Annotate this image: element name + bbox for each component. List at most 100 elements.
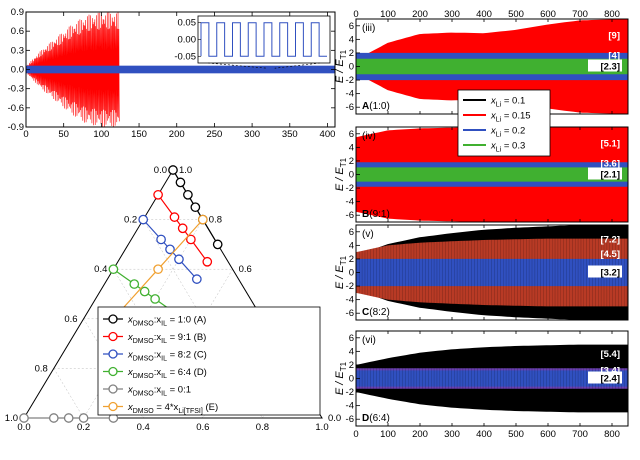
- series-marker-D: [139, 286, 150, 297]
- y-tick-label: 0: [349, 374, 354, 385]
- legend-label-x: x: [127, 402, 134, 413]
- panel-name-letter: A: [362, 101, 369, 112]
- legend-ternary: xDMSO:xIL = 1:0 (A)xDMSO:xIL = 9:1 (B)xD…: [97, 306, 321, 416]
- legend-label-sub: IL: [161, 338, 167, 345]
- y-axis-label-sub: T1: [339, 157, 348, 167]
- y-tick-label: 6: [349, 21, 354, 32]
- value-label: [5.4]: [600, 349, 620, 360]
- y-axis-label-sub: T1: [339, 255, 348, 265]
- legend-marker: [108, 401, 118, 412]
- y-axis-label-main: E / E: [334, 371, 346, 396]
- series-marker-A: [168, 165, 178, 175]
- value-label: [4]: [608, 51, 620, 62]
- y-tick-label: -2: [346, 75, 354, 86]
- y-axis-label: E / ET1: [334, 157, 348, 191]
- legend-label: xLi = 0.3: [490, 141, 525, 154]
- series-marker-IL: [63, 413, 74, 423]
- panel-label: (vi): [362, 335, 376, 346]
- y-tick-label: -2: [346, 387, 354, 398]
- bottom-x-tick-label: 300: [444, 429, 460, 440]
- panel-label: (iii): [362, 23, 375, 34]
- legend-label-x: x: [127, 350, 134, 361]
- y-tick-label: 0: [349, 268, 354, 279]
- y-tick-label: 2: [349, 254, 354, 265]
- bottom-x-tick-label: 600: [540, 429, 556, 440]
- legend-label-suffix: = 0.1: [501, 96, 525, 107]
- panel-C: 6 4 2 0 -2 -4 -6 E / ET1 (v) C(8:2) [7.2] [4.5] [3.2…: [334, 224, 629, 321]
- panel-B: 6 4 2 0 -2 -4 -6 E / ET1 (iv) B(9:1) [5.1] [3.6][2.…: [334, 126, 629, 223]
- series-marker-IL: [78, 413, 89, 423]
- series-marker-C: [191, 274, 202, 284]
- panel-name-ratio: (6:4): [369, 413, 390, 424]
- series-marker-A: [183, 189, 193, 200]
- legend-label-sub: DMSO: [133, 373, 155, 380]
- y-tick-label: -6: [346, 414, 354, 425]
- x-tick-label: 0: [23, 129, 28, 140]
- legend-label-suffix: = 0:1: [167, 385, 191, 396]
- y-tick-label: -4: [346, 401, 354, 412]
- y-tick-label: 6: [349, 227, 354, 238]
- legend-marker: [108, 384, 118, 394]
- top-x-tick-label: 200: [412, 9, 428, 20]
- series-blue-band: [26, 65, 335, 74]
- x-tick-label: 400: [320, 129, 336, 140]
- y-tick-label: 4: [349, 346, 354, 357]
- legend-label-mid: :x: [154, 315, 162, 326]
- band-series-2: [356, 370, 628, 387]
- y-tick-label: -0.9: [8, 122, 24, 133]
- legend-label: xDMSO:xIL = 1:0 (A): [127, 315, 206, 328]
- value-label-bg: [588, 265, 622, 278]
- legend-label-suffix: (E): [203, 402, 218, 413]
- top-x-tick-label: 500: [508, 9, 524, 20]
- legend-label-sub: Li[TFSI]: [178, 408, 203, 415]
- inset-square-wave: [200, 22, 327, 57]
- legend-label-x: x: [127, 367, 134, 378]
- legend-label-x: x: [490, 96, 497, 107]
- panel-D: 6 4 2 0 -2 -4 -6 E / ET1 (vi) D(6:4) [5.4] [3.4][2.…: [334, 330, 629, 427]
- y-tick-label: -0.6: [8, 103, 24, 114]
- y-axis-label-main: E / E: [334, 167, 346, 192]
- y-tick-label: 0.9: [11, 7, 24, 18]
- legend-label-sub: DMSO: [133, 321, 155, 328]
- series-marker-D: [108, 264, 119, 275]
- series-marker-E: [197, 214, 208, 225]
- legend-label-suffix: = 0.2: [501, 126, 525, 137]
- legend-label-sub: Li: [496, 102, 502, 109]
- legend-label: xDMSO:xIL = 9:1 (B): [127, 332, 206, 345]
- legend-label-x: x: [127, 385, 134, 396]
- legend-label-sub: DMSO: [133, 391, 155, 398]
- y-tick-label: -2: [346, 183, 354, 194]
- panel-name: D(6:4): [362, 413, 390, 424]
- x-tick-label: 250: [206, 129, 222, 140]
- y-axis-label-main: E / E: [334, 59, 346, 84]
- legend-label: xDMSO:xIL = 0:1: [127, 385, 191, 398]
- y-axis-label-sub: T1: [339, 49, 348, 59]
- bottom-tick-label: 1.0: [315, 422, 328, 433]
- panel-name: A(1:0): [362, 101, 390, 112]
- legend-label-x: x: [127, 332, 134, 343]
- value-label: [7.2]: [600, 234, 620, 245]
- y-tick-label: -6: [346, 308, 354, 319]
- panel-label: (iv): [362, 131, 376, 142]
- y-tick-label: 2: [349, 156, 354, 167]
- inset-y-tick-label: 0.00: [178, 35, 197, 46]
- x-tick-label: 100: [93, 129, 109, 140]
- left-tick-label: 0.4: [94, 264, 107, 275]
- panel-name-ratio: (1:0): [369, 101, 390, 112]
- series-marker-D: [129, 279, 140, 289]
- right-tick-label: 1.0: [179, 165, 192, 176]
- series-marker-A: [190, 202, 201, 213]
- bottom-tick-label: 0.2: [77, 422, 90, 433]
- y-tick-label: 0.3: [11, 45, 24, 56]
- bottom-tick-label: 0.0: [17, 422, 30, 433]
- left-tick-label: 0.8: [35, 363, 48, 374]
- y-tick-label: -0.3: [8, 84, 24, 95]
- value-label: [2.1]: [600, 170, 620, 181]
- series-marker-D: [150, 294, 160, 304]
- series-marker-IL: [19, 413, 29, 423]
- top-x-tick-label: 300: [444, 9, 460, 20]
- series-marker-C: [165, 244, 175, 255]
- value-label: [3.2]: [600, 268, 620, 279]
